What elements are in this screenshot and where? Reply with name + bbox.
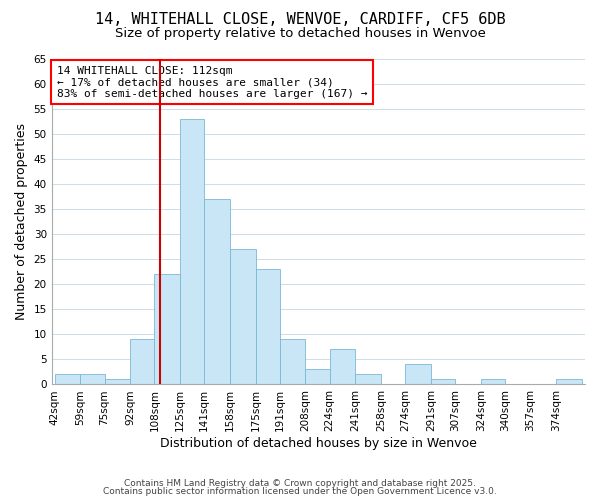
Bar [256,270,280,384]
Bar [431,380,455,384]
Bar [405,364,431,384]
Bar [180,119,204,384]
Bar [55,374,80,384]
Bar [280,340,305,384]
Bar [481,380,505,384]
Bar [305,370,329,384]
Text: 14 WHITEHALL CLOSE: 112sqm
← 17% of detached houses are smaller (34)
83% of semi: 14 WHITEHALL CLOSE: 112sqm ← 17% of deta… [57,66,367,98]
Y-axis label: Number of detached properties: Number of detached properties [15,123,28,320]
Bar [204,199,230,384]
Text: Size of property relative to detached houses in Wenvoe: Size of property relative to detached ho… [115,28,485,40]
X-axis label: Distribution of detached houses by size in Wenvoe: Distribution of detached houses by size … [160,437,477,450]
Bar [80,374,104,384]
Bar [556,380,582,384]
Bar [154,274,180,384]
Bar [230,250,256,384]
Bar [355,374,381,384]
Text: 14, WHITEHALL CLOSE, WENVOE, CARDIFF, CF5 6DB: 14, WHITEHALL CLOSE, WENVOE, CARDIFF, CF… [95,12,505,28]
Text: Contains public sector information licensed under the Open Government Licence v3: Contains public sector information licen… [103,487,497,496]
Bar [329,350,355,384]
Text: Contains HM Land Registry data © Crown copyright and database right 2025.: Contains HM Land Registry data © Crown c… [124,478,476,488]
Bar [130,340,154,384]
Bar [104,380,130,384]
